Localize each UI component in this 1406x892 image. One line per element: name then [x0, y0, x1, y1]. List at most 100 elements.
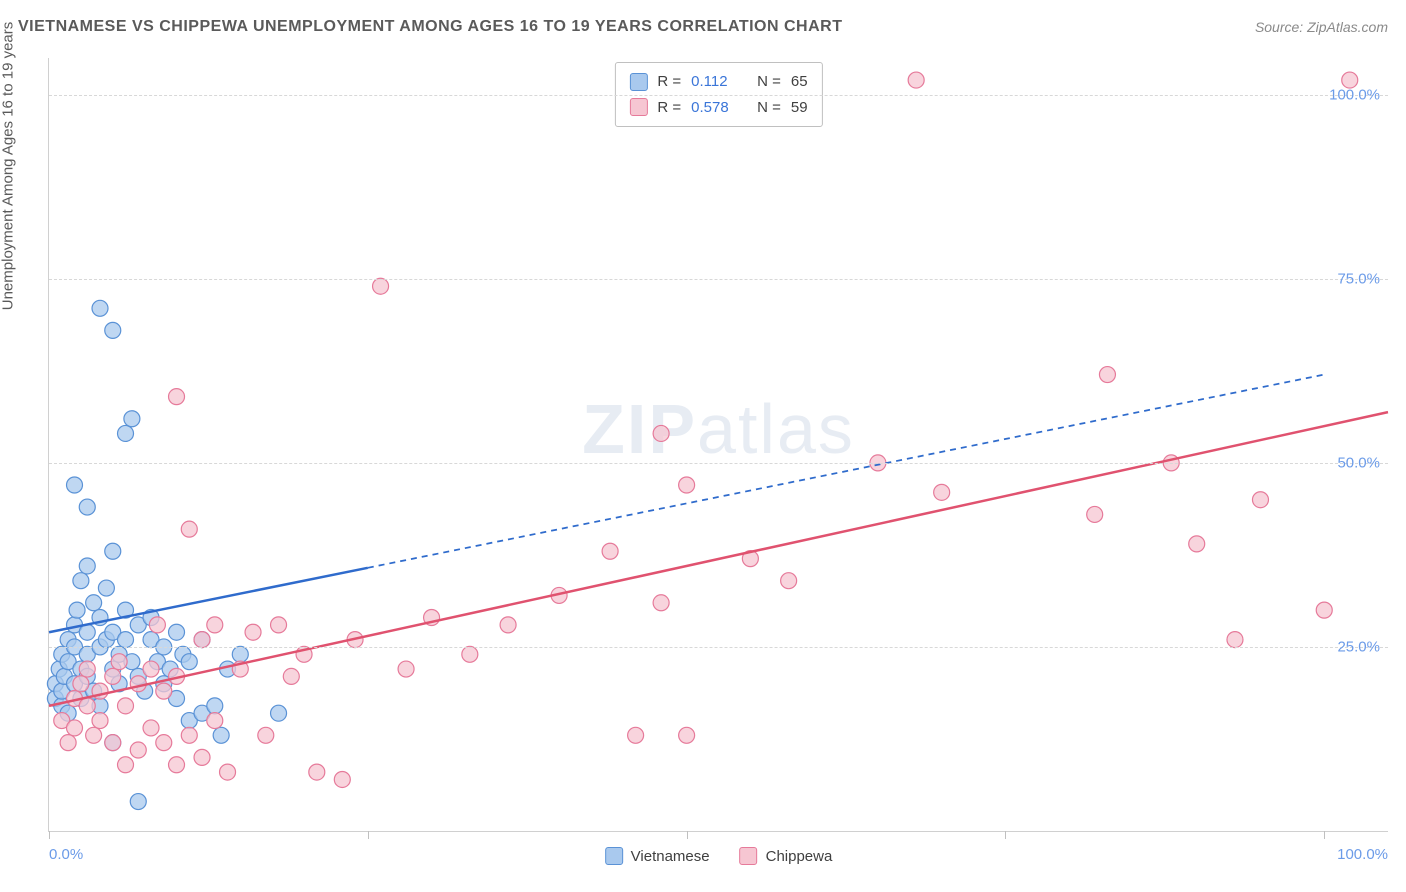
- data-point: [105, 543, 121, 559]
- r-value: 0.112: [691, 69, 741, 95]
- legend-swatch: [605, 847, 623, 865]
- scatter-plot-svg: [49, 58, 1388, 831]
- data-point: [1227, 632, 1243, 648]
- data-point: [1189, 536, 1205, 552]
- data-point: [105, 668, 121, 684]
- legend-correlation-row: R = 0.578 N = 59: [629, 95, 807, 121]
- x-axis-max-label: 100.0%: [1337, 846, 1388, 863]
- x-tick: [1005, 831, 1006, 839]
- legend-correlation-row: R = 0.112 N = 65: [629, 69, 807, 95]
- data-point: [156, 735, 172, 751]
- data-point: [169, 757, 185, 773]
- data-point: [105, 322, 121, 338]
- data-point: [500, 617, 516, 633]
- data-point: [679, 727, 695, 743]
- data-point: [908, 72, 924, 88]
- data-point: [653, 595, 669, 611]
- chart-title: VIETNAMESE VS CHIPPEWA UNEMPLOYMENT AMON…: [18, 18, 842, 36]
- data-point: [462, 646, 478, 662]
- gridline: [49, 95, 1388, 96]
- data-point: [232, 646, 248, 662]
- data-point: [309, 764, 325, 780]
- r-value: 0.578: [691, 95, 741, 121]
- data-point: [130, 742, 146, 758]
- legend-series-item: Chippewa: [740, 847, 833, 865]
- data-point: [73, 676, 89, 692]
- data-point: [118, 757, 134, 773]
- data-point: [181, 727, 197, 743]
- source-label: Source: ZipAtlas.com: [1255, 19, 1388, 35]
- legend-series-label: Chippewa: [766, 848, 833, 865]
- gridline: [49, 463, 1388, 464]
- data-point: [194, 749, 210, 765]
- data-point: [207, 713, 223, 729]
- data-point: [207, 617, 223, 633]
- data-point: [781, 573, 797, 589]
- data-point: [245, 624, 261, 640]
- x-tick: [1324, 831, 1325, 839]
- data-point: [934, 484, 950, 500]
- y-tick-label: 100.0%: [1329, 86, 1380, 103]
- data-point: [149, 617, 165, 633]
- data-point: [118, 632, 134, 648]
- r-label: R =: [657, 69, 681, 95]
- data-point: [67, 477, 83, 493]
- data-point: [86, 595, 102, 611]
- legend-swatch: [629, 73, 647, 91]
- x-tick: [49, 831, 50, 839]
- n-label: N =: [757, 69, 781, 95]
- data-point: [73, 573, 89, 589]
- r-label: R =: [657, 95, 681, 121]
- gridline: [49, 647, 1388, 648]
- data-point: [130, 794, 146, 810]
- x-axis-min-label: 0.0%: [49, 846, 83, 863]
- data-point: [271, 617, 287, 633]
- data-point: [118, 425, 134, 441]
- data-point: [86, 727, 102, 743]
- data-point: [283, 668, 299, 684]
- data-point: [181, 654, 197, 670]
- data-point: [1316, 602, 1332, 618]
- trend-line: [49, 412, 1388, 706]
- data-point: [98, 580, 114, 596]
- data-point: [258, 727, 274, 743]
- data-point: [1087, 506, 1103, 522]
- n-value: 65: [791, 69, 808, 95]
- legend-swatch: [740, 847, 758, 865]
- data-point: [220, 764, 236, 780]
- n-label: N =: [757, 95, 781, 121]
- legend-series-item: Vietnamese: [605, 847, 710, 865]
- data-point: [156, 683, 172, 699]
- data-point: [79, 499, 95, 515]
- data-point: [398, 661, 414, 677]
- data-point: [207, 698, 223, 714]
- y-tick-label: 75.0%: [1337, 270, 1380, 287]
- data-point: [271, 705, 287, 721]
- y-tick-label: 50.0%: [1337, 454, 1380, 471]
- data-point: [679, 477, 695, 493]
- y-axis-label: Unemployment Among Ages 16 to 19 years: [0, 22, 17, 311]
- data-point: [1099, 367, 1115, 383]
- header: VIETNAMESE VS CHIPPEWA UNEMPLOYMENT AMON…: [18, 18, 1388, 36]
- data-point: [373, 278, 389, 294]
- data-point: [69, 602, 85, 618]
- data-point: [194, 632, 210, 648]
- data-point: [143, 661, 159, 677]
- x-tick: [687, 831, 688, 839]
- n-value: 59: [791, 95, 808, 121]
- legend-series-label: Vietnamese: [631, 848, 710, 865]
- data-point: [143, 720, 159, 736]
- data-point: [79, 661, 95, 677]
- data-point: [653, 425, 669, 441]
- data-point: [1252, 492, 1268, 508]
- data-point: [213, 727, 229, 743]
- legend-series: Vietnamese Chippewa: [605, 847, 833, 865]
- data-point: [111, 654, 127, 670]
- data-point: [169, 389, 185, 405]
- trend-line-extrapolated: [368, 375, 1324, 568]
- legend-swatch: [629, 98, 647, 116]
- data-point: [79, 698, 95, 714]
- data-point: [67, 720, 83, 736]
- gridline: [49, 279, 1388, 280]
- data-point: [60, 735, 76, 751]
